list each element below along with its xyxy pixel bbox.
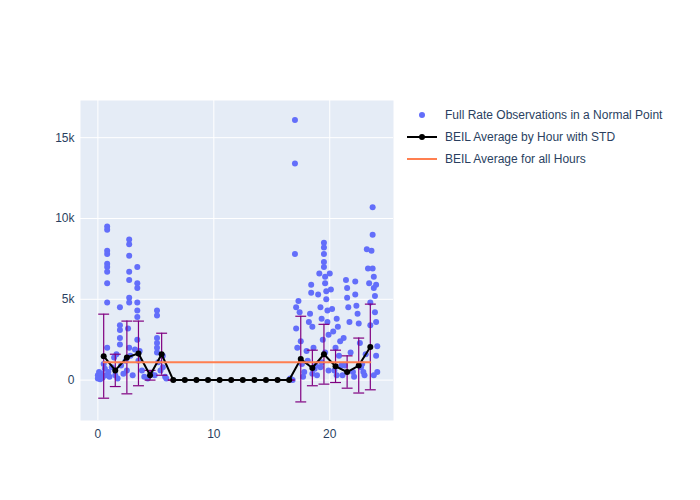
html-text:BEIL Average by Hour with STD: BEIL Average by Hour with STD <box>445 130 616 144</box>
svg-text:10k: 10k <box>55 211 75 225</box>
svg-text:0: 0 <box>68 373 75 387</box>
svg-text:15k: 15k <box>55 131 75 145</box>
svg-text:0: 0 <box>95 427 102 441</box>
html-text:Full Rate Observations in a No: Full Rate Observations in a Normal Point <box>445 108 663 122</box>
svg-text:5k: 5k <box>62 292 76 306</box>
svg-text:20: 20 <box>323 427 337 441</box>
svg-text:10: 10 <box>207 427 221 441</box>
html-text:BEIL Average for all Hours: BEIL Average for all Hours <box>445 152 586 166</box>
